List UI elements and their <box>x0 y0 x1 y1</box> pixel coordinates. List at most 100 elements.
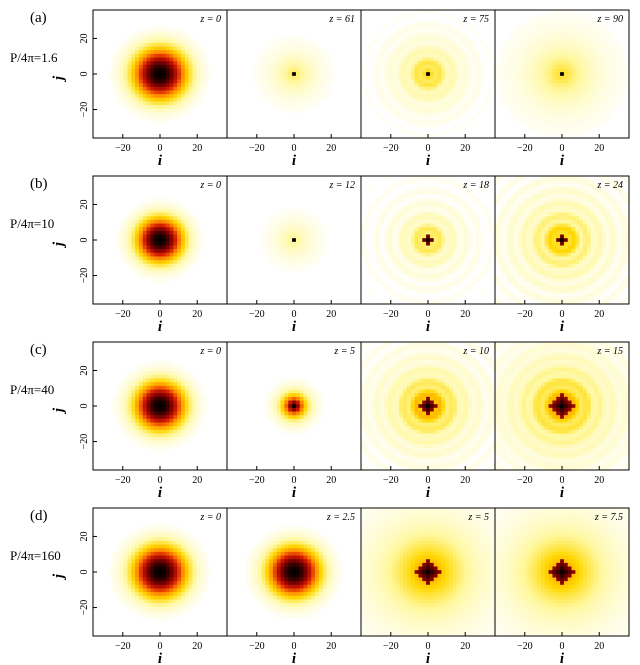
heatmap-cell <box>544 108 549 113</box>
heatmap-cell <box>602 190 607 195</box>
heatmap-cell <box>563 10 569 15</box>
heatmap-cell <box>468 53 473 58</box>
heatmap-cell <box>583 108 588 113</box>
heatmap-cell <box>292 68 297 73</box>
heatmap-cell <box>606 83 611 88</box>
heatmap-cell <box>525 72 530 77</box>
heatmap-cell <box>115 61 121 66</box>
heatmap-cell <box>594 190 599 195</box>
heatmap-cell <box>517 223 523 228</box>
heatmap-cell <box>188 227 193 232</box>
heatmap-cell <box>418 116 423 121</box>
heatmap-cell <box>406 130 412 135</box>
heatmap-cell <box>158 267 163 272</box>
heatmap-cell <box>165 46 170 51</box>
heatmap-cell <box>544 53 549 58</box>
heatmap-cell <box>429 61 435 66</box>
heatmap-cell <box>280 234 285 239</box>
heatmap-cell <box>112 64 117 69</box>
heatmap-cell <box>456 28 461 33</box>
heatmap-cell <box>586 208 592 213</box>
heatmap-cell <box>563 105 569 110</box>
heatmap-cell <box>502 245 507 250</box>
heatmap-cell <box>495 201 500 206</box>
heatmap-cell <box>112 57 117 62</box>
heatmap-cell <box>525 86 530 91</box>
heatmap-cell <box>514 238 519 243</box>
heatmap-cell <box>521 64 526 69</box>
heatmap-cell <box>602 263 607 268</box>
heatmap-cell <box>521 201 526 206</box>
heatmap-cell <box>598 227 603 232</box>
heatmap-cell <box>556 245 561 250</box>
heatmap-cell <box>602 186 607 191</box>
heatmap-cell <box>318 46 324 51</box>
heatmap-cell <box>625 64 630 69</box>
heatmap-cell <box>579 20 584 25</box>
heatmap-cell <box>563 108 569 113</box>
heatmap-cell <box>395 31 400 36</box>
heatmap-cell <box>200 53 205 58</box>
heatmap-cell <box>586 274 592 279</box>
heatmap-cell <box>537 219 542 224</box>
heatmap-cell <box>521 267 526 272</box>
heatmap-cell <box>590 278 595 283</box>
heatmap-cell <box>452 227 458 232</box>
heatmap-cell <box>544 216 549 221</box>
heatmap-cell <box>395 94 400 99</box>
heatmap-cell <box>560 208 565 213</box>
heatmap-cell <box>184 79 190 84</box>
heatmap-cell <box>383 212 389 217</box>
heatmap-cell <box>537 176 542 181</box>
heatmap-cell <box>295 238 301 243</box>
heatmap-cell <box>380 223 385 228</box>
heatmap-cell <box>192 97 197 102</box>
heatmap-cell <box>548 216 553 221</box>
heatmap-cell <box>498 176 504 181</box>
heatmap-cell <box>560 194 565 199</box>
heatmap-cell <box>560 183 565 188</box>
heatmap-cell <box>135 83 140 88</box>
heatmap-cell <box>460 64 465 69</box>
heatmap-cell <box>406 116 412 121</box>
heatmap-cell <box>387 42 392 47</box>
heatmap-cell <box>123 234 128 239</box>
heatmap-cell <box>579 249 584 254</box>
heatmap-cell <box>177 116 182 121</box>
heatmap-cell <box>544 256 549 261</box>
heatmap-cell <box>525 50 530 55</box>
heatmap-cell <box>177 75 182 80</box>
heatmap-cell <box>548 79 553 84</box>
heatmap-cell <box>395 201 400 206</box>
heatmap-cell <box>280 79 285 84</box>
heatmap-cell <box>548 28 553 33</box>
heatmap-cell <box>502 201 507 206</box>
heatmap-cell <box>495 300 500 305</box>
heatmap-cell <box>165 79 170 84</box>
heatmap-cell <box>284 249 289 254</box>
heatmap-cell <box>575 176 580 181</box>
heatmap-cell <box>571 94 576 99</box>
heatmap-cell <box>560 35 565 40</box>
heatmap-cell <box>456 293 461 298</box>
heatmap-cell <box>548 245 553 250</box>
heatmap-cell <box>579 230 584 235</box>
heatmap-cell <box>131 212 136 217</box>
heatmap-cell <box>460 234 465 239</box>
heatmap-cell <box>510 216 515 221</box>
heatmap-cell <box>575 127 580 132</box>
heatmap-cell <box>495 245 500 250</box>
heatmap-cell <box>161 238 167 243</box>
heatmap-cell <box>475 234 481 239</box>
heatmap-cell <box>491 278 496 283</box>
heatmap-cell <box>475 223 481 228</box>
heatmap-cell <box>192 61 197 66</box>
heatmap-cell <box>445 68 450 73</box>
heatmap-cell <box>502 256 507 261</box>
heatmap-cell <box>383 263 389 268</box>
heatmap-cell <box>567 83 572 88</box>
heatmap-cell <box>299 35 304 40</box>
heatmap-cell <box>449 241 454 246</box>
heatmap-cell <box>502 249 507 254</box>
heatmap-cell <box>299 238 304 243</box>
